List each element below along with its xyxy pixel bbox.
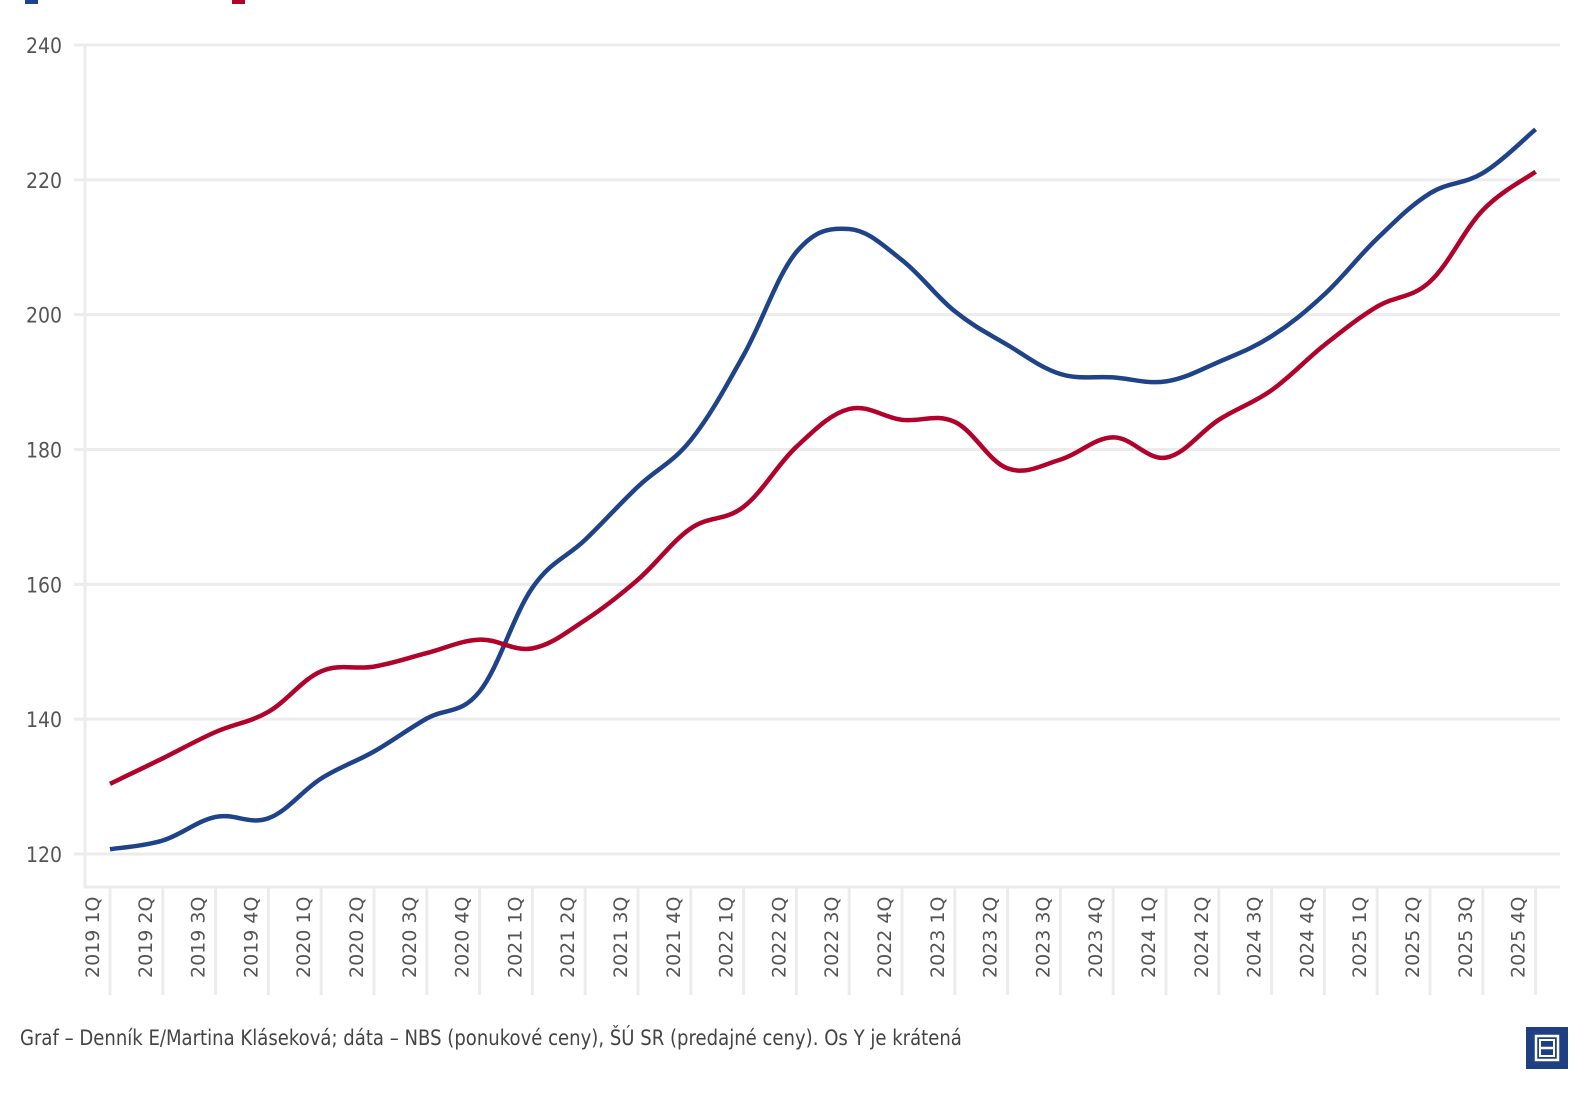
x-tick-label: 2022 4Q (874, 897, 896, 978)
y-tick-label: 240 (26, 34, 62, 58)
legend-marker-red (232, 0, 245, 4)
y-tick-label: 140 (26, 708, 62, 732)
x-tick-label: 2019 1Q (82, 897, 104, 978)
y-tick-label: 220 (26, 169, 62, 193)
x-tick-label: 2021 3Q (610, 897, 632, 978)
x-tick-label: 2020 3Q (399, 897, 421, 978)
x-tick-label: 2021 1Q (504, 897, 526, 978)
x-tick-label: 2019 4Q (240, 897, 262, 978)
x-tick-label: 2025 2Q (1402, 897, 1424, 978)
series-line-su-sr (109, 169, 1537, 786)
x-tick-label: 2023 2Q (980, 897, 1002, 978)
x-tick-label: 2024 4Q (1296, 897, 1318, 978)
logo-e-icon (1534, 1034, 1560, 1062)
y-tick-label: 120 (26, 843, 62, 867)
x-tick-label: 2021 4Q (663, 897, 685, 978)
x-tick-label: 2025 3Q (1455, 897, 1477, 978)
x-tick-label: 2020 2Q (346, 897, 368, 978)
x-axis-ticks: 2019 1Q 2019 2Q 2019 3Q 2019 4Q 2020 1Q 2020 … (82, 887, 1538, 995)
x-tick-label: 2023 4Q (1085, 897, 1107, 978)
x-tick-label: 2021 2Q (557, 897, 579, 978)
y-tick-label: 180 (26, 439, 62, 463)
x-tick-label: 2024 3Q (1244, 897, 1266, 978)
x-tick-label: 2019 3Q (188, 897, 210, 978)
x-tick-label: 2020 4Q (452, 897, 474, 978)
x-tick-label: 2023 1Q (927, 897, 949, 978)
gridlines (74, 43, 1560, 856)
x-tick-label: 2025 1Q (1349, 897, 1371, 978)
series-lines (109, 127, 1538, 852)
source-caption: Graf – Denník E/Martina Kláseková; dáta … (20, 1026, 962, 1050)
legend-marker-blue (25, 0, 38, 4)
y-axis-ticks: 120 140 160 180 200 220 240 (26, 34, 62, 867)
x-tick-label: 2022 2Q (768, 897, 790, 978)
x-axis (83, 45, 1560, 889)
x-tick-label: 2023 3Q (1032, 897, 1054, 978)
x-tick-label: 2019 2Q (135, 897, 157, 978)
x-tick-label: 2024 2Q (1191, 897, 1213, 978)
y-tick-label: 200 (26, 304, 62, 328)
x-tick-label: 2020 1Q (293, 897, 315, 978)
y-tick-label: 160 (26, 573, 62, 597)
denník-e-logo[interactable] (1526, 1027, 1568, 1069)
x-tick-label: 2022 3Q (821, 897, 843, 978)
series-line-nbs (109, 127, 1538, 852)
x-tick-label: 2024 1Q (1138, 897, 1160, 978)
x-tick-label: 2022 1Q (716, 897, 738, 978)
x-tick-label: 2025 4Q (1508, 897, 1530, 978)
